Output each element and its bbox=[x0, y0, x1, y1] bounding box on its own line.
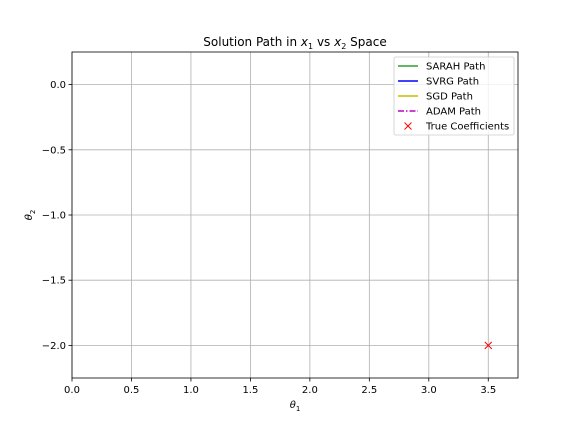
y-tick-label: 0.0 bbox=[50, 80, 66, 91]
x-axis-label: θ1 bbox=[290, 400, 301, 413]
legend-entries: SARAH Path SVRG Path SGD Path ADAM Path True… bbox=[398, 62, 509, 133]
x-tick-label: 0.5 bbox=[124, 385, 140, 396]
x-axis-symbol: θ bbox=[290, 400, 296, 411]
x-tick-label: 0.0 bbox=[64, 385, 80, 396]
y-tick-label: −2.0 bbox=[42, 341, 66, 352]
x-marker-stroke bbox=[404, 122, 412, 130]
y-axis-symbol: θ bbox=[24, 214, 35, 220]
chart-title: Solution Path in x1 vs x2 Space bbox=[203, 35, 386, 51]
legend-box bbox=[393, 56, 515, 136]
title-sub-2: 2 bbox=[341, 42, 346, 51]
x-tick-label: 1.5 bbox=[242, 385, 258, 396]
y-tick-label: −1.5 bbox=[42, 276, 66, 287]
legend-marker-swatch bbox=[404, 122, 412, 130]
x-tick-label: 2.5 bbox=[361, 385, 377, 396]
x-tick-label: 3.5 bbox=[480, 385, 496, 396]
marker-layer bbox=[484, 341, 493, 350]
x-tick-label: 1.0 bbox=[183, 385, 199, 396]
x-axis-ticks: 0.0 0.5 1.0 1.5 2.0 2.5 3.0 3.5 bbox=[64, 378, 496, 396]
legend-label: SARAH Path bbox=[426, 62, 485, 73]
y-tick-label: −1.0 bbox=[42, 211, 66, 222]
title-sub-1: 1 bbox=[308, 42, 313, 51]
title-var-2: x bbox=[333, 35, 342, 49]
x-tick-label: 3.0 bbox=[421, 385, 437, 396]
y-axis-ticks: 0.0 −0.5 −1.0 −1.5 −2.0 bbox=[42, 80, 72, 352]
legend-label: ADAM Path bbox=[426, 107, 481, 118]
legend-label: True Coefficients bbox=[425, 122, 509, 133]
y-tick-label: −0.5 bbox=[42, 145, 66, 156]
title-part: Solution Path in bbox=[203, 35, 301, 49]
true-coefficients-marker bbox=[484, 341, 493, 350]
title-part: Space bbox=[346, 35, 386, 49]
title-var-1: x bbox=[300, 35, 309, 49]
title-part: vs bbox=[313, 35, 334, 49]
legend: SARAH Path SVRG Path SGD Path ADAM Path True… bbox=[393, 56, 515, 136]
legend-label: SGD Path bbox=[426, 92, 473, 103]
y-axis-label: θ2 bbox=[24, 210, 37, 221]
legend-label: SVRG Path bbox=[426, 77, 479, 88]
x-marker-stroke bbox=[484, 341, 493, 350]
x-axis-sub: 1 bbox=[296, 405, 300, 413]
y-axis-sub: 2 bbox=[29, 210, 37, 214]
x-tick-label: 2.0 bbox=[302, 385, 318, 396]
